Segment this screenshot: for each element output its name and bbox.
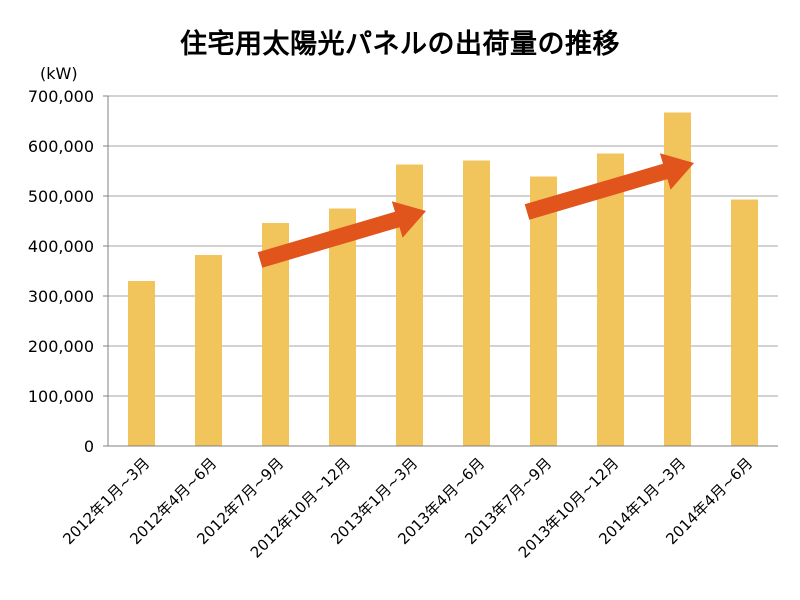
- y-axis-unit-label: (kW): [40, 64, 78, 83]
- bar: [731, 199, 758, 446]
- bar: [597, 153, 624, 446]
- y-tick-label: 500,000: [28, 187, 94, 206]
- y-tick-label: 100,000: [28, 387, 94, 406]
- bar: [329, 208, 356, 446]
- y-tick-label: 200,000: [28, 337, 94, 356]
- bar: [530, 176, 557, 446]
- bar: [463, 160, 490, 446]
- chart-title: 住宅用太陽光パネルの出荷量の推移: [180, 29, 620, 60]
- bar: [128, 281, 155, 446]
- y-tick-label: 0: [84, 437, 94, 456]
- y-tick-label: 700,000: [28, 87, 94, 106]
- y-tick-label: 600,000: [28, 137, 94, 156]
- trend-arrow: [524, 153, 694, 220]
- y-tick-label: 400,000: [28, 237, 94, 256]
- trend-arrow: [257, 201, 426, 268]
- bar: [195, 255, 222, 446]
- y-tick-label: 300,000: [28, 287, 94, 306]
